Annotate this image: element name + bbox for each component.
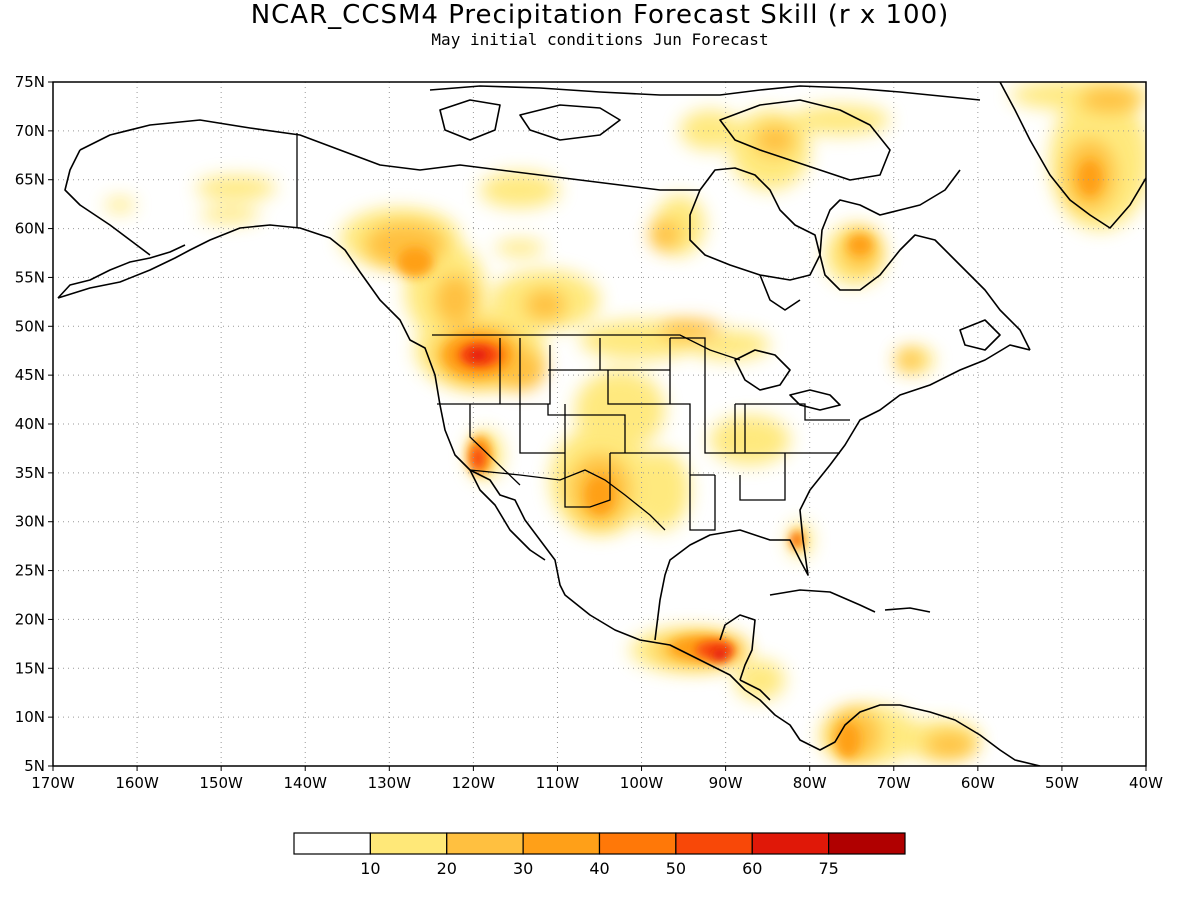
lat-label: 45N bbox=[15, 366, 45, 384]
lon-label: 110W bbox=[536, 774, 580, 792]
victoria-island bbox=[519, 104, 621, 141]
lat-label: 70N bbox=[15, 122, 45, 140]
lat-label: 25N bbox=[15, 562, 45, 580]
lat-label: 30N bbox=[15, 513, 45, 531]
lon-label: 50W bbox=[1045, 774, 1079, 792]
lat-label: 50N bbox=[15, 317, 45, 335]
lon-label: 80W bbox=[793, 774, 827, 792]
colorbar-label: 60 bbox=[742, 859, 762, 878]
hispaniola bbox=[884, 607, 931, 613]
ellesmere-island bbox=[429, 85, 981, 101]
axis-labels: 75N 70N 65N 60N 55N 50N 45N 40N 35N 30N 25N 20N 15N 1… bbox=[15, 73, 1163, 792]
alaska-west bbox=[64, 149, 151, 256]
lat-label: 75N bbox=[15, 73, 45, 91]
us-mexico-border bbox=[469, 469, 666, 531]
gulf-coast bbox=[654, 344, 1031, 641]
lat-label: 20N bbox=[15, 610, 45, 628]
colorbar-label: 75 bbox=[818, 859, 838, 878]
alaska-peninsula bbox=[57, 244, 186, 299]
lat-label: 55N bbox=[15, 268, 45, 286]
james-bay bbox=[759, 274, 801, 311]
lat-label: 40N bbox=[15, 415, 45, 433]
colorbar-swatch bbox=[751, 832, 830, 855]
colorbar-label: 50 bbox=[666, 859, 686, 878]
lat-label: 15N bbox=[15, 659, 45, 677]
lon-label: 100W bbox=[620, 774, 664, 792]
lon-label: 130W bbox=[368, 774, 412, 792]
lon-label: 140W bbox=[283, 774, 327, 792]
lon-label: 160W bbox=[115, 774, 159, 792]
colorbar-label: 30 bbox=[513, 859, 533, 878]
baja-california bbox=[469, 469, 546, 561]
great-lakes bbox=[734, 349, 841, 411]
map-title: NCAR_CCSM4 Precipitation Forecast Skill … bbox=[250, 0, 950, 30]
north-america-coastline bbox=[57, 224, 1041, 766]
colorbar-swatch bbox=[598, 832, 677, 855]
lon-label: 150W bbox=[199, 774, 243, 792]
lon-label: 40W bbox=[1129, 774, 1163, 792]
lat-label: 35N bbox=[15, 464, 45, 482]
lon-label: 70W bbox=[877, 774, 911, 792]
hudson-bay bbox=[689, 167, 821, 281]
us-canada-border bbox=[432, 334, 741, 361]
colorbar-label: 40 bbox=[589, 859, 609, 878]
lat-label: 10N bbox=[15, 708, 45, 726]
colorbar-swatch bbox=[293, 832, 371, 855]
colorbar-label: 20 bbox=[437, 859, 457, 878]
colorbar-swatch bbox=[369, 832, 448, 855]
arctic-coast bbox=[79, 119, 700, 191]
colorbar-swatch bbox=[522, 832, 601, 855]
lat-label: 65N bbox=[15, 171, 45, 189]
colorbar: 10 20 30 40 50 60 75 bbox=[293, 832, 906, 878]
colorbar-swatch bbox=[675, 832, 753, 855]
lon-label: 120W bbox=[452, 774, 496, 792]
cuba bbox=[769, 589, 876, 613]
banks-island bbox=[439, 99, 501, 141]
canada-east-coast bbox=[819, 169, 1031, 351]
lon-label: 170W bbox=[31, 774, 75, 792]
us-states bbox=[437, 337, 850, 531]
newfoundland bbox=[959, 319, 1001, 351]
coastlines bbox=[57, 82, 1146, 766]
skill-field bbox=[105, 82, 1146, 765]
colorbar-swatch bbox=[828, 832, 906, 855]
baffin-island bbox=[719, 99, 891, 181]
colorbar-label: 10 bbox=[360, 859, 380, 878]
graticule bbox=[53, 82, 1146, 766]
central-america bbox=[739, 679, 771, 701]
lat-label: 5N bbox=[24, 757, 45, 775]
map-subtitle: May initial conditions Jun Forecast bbox=[431, 30, 769, 49]
yucatan-coast bbox=[719, 614, 756, 681]
lon-label: 60W bbox=[961, 774, 995, 792]
greenland bbox=[999, 82, 1146, 229]
colorbar-swatch bbox=[446, 832, 524, 855]
political-borders bbox=[296, 133, 850, 531]
lat-label: 60N bbox=[15, 220, 45, 238]
lon-label: 90W bbox=[709, 774, 743, 792]
